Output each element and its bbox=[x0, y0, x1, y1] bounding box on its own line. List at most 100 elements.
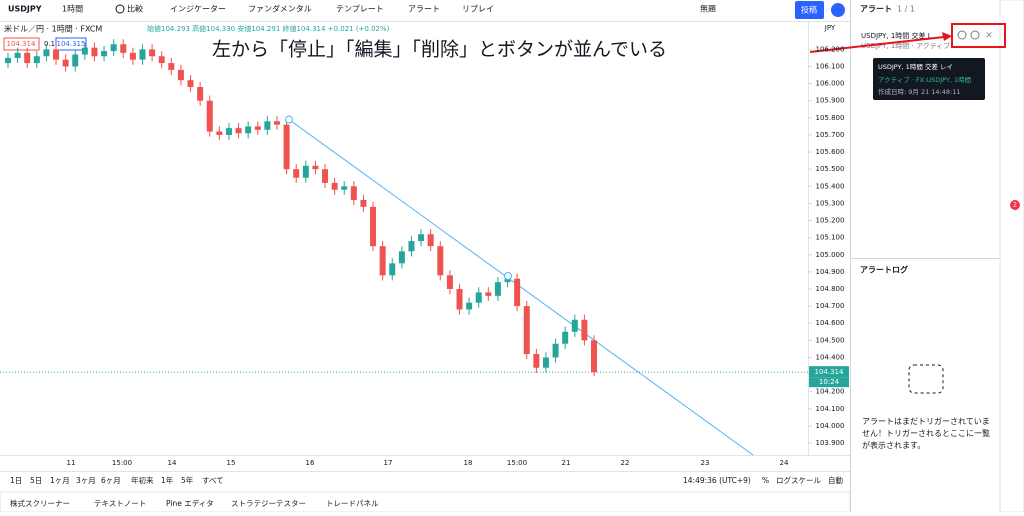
x-tick-label: 21 bbox=[562, 459, 571, 467]
alerts-count: 1 / 1 bbox=[897, 5, 915, 14]
trendline-handle bbox=[504, 272, 512, 280]
sell-box[interactable] bbox=[3, 37, 40, 51]
x-tick-label: 22 bbox=[621, 459, 630, 467]
templates[interactable]: テンプレート bbox=[336, 5, 384, 14]
range-button[interactable]: 1日 bbox=[10, 476, 22, 485]
y-tick-label: 105.500 bbox=[816, 165, 845, 173]
y-tick-label: 104.500 bbox=[816, 336, 845, 344]
auto-toggle[interactable]: 自動 bbox=[828, 475, 843, 485]
candle-body bbox=[101, 51, 108, 57]
stop-button[interactable] bbox=[957, 30, 967, 40]
y-tick-label: 105.800 bbox=[816, 114, 845, 122]
y-tick-label: 104.000 bbox=[816, 422, 845, 430]
currency: JPY bbox=[824, 24, 836, 32]
x-tick-label: 11 bbox=[67, 459, 76, 467]
y-tick-label: 105.400 bbox=[816, 182, 845, 190]
y-tick-label: 104.700 bbox=[816, 302, 845, 310]
candle-body bbox=[475, 292, 482, 303]
fundamentals[interactable]: ファンダメンタル bbox=[248, 4, 312, 14]
trendline-handle bbox=[285, 115, 293, 124]
candle-body bbox=[53, 49, 60, 60]
y-tick-label: 104.900 bbox=[816, 268, 845, 276]
x-tick-label: 17 bbox=[384, 459, 393, 467]
range-button[interactable]: 5年 bbox=[181, 475, 194, 485]
alert-button[interactable]: アラート bbox=[408, 5, 440, 14]
y-tick-label: 106.100 bbox=[816, 62, 845, 70]
alert-status[interactable]: USDJPY, 1時間 · アクティブ bbox=[861, 41, 950, 50]
candle-body bbox=[293, 169, 300, 178]
delete-button[interactable]: × bbox=[985, 31, 993, 41]
candle-body bbox=[206, 100, 213, 132]
buy-price[interactable]: 104.315 bbox=[57, 40, 86, 48]
range-button[interactable]: 5日 bbox=[30, 476, 42, 485]
trendline bbox=[288, 119, 754, 456]
empty-illustration bbox=[908, 364, 944, 394]
play-button[interactable] bbox=[831, 3, 845, 17]
icon bbox=[115, 4, 125, 14]
tab[interactable]: トレードパネル bbox=[326, 499, 379, 508]
candle-body bbox=[456, 288, 463, 310]
range-button[interactable]: 年初来 bbox=[131, 475, 154, 485]
candle-body bbox=[62, 59, 69, 67]
sell-price[interactable]: 104.314 bbox=[7, 40, 36, 48]
x-tick-label: 15 bbox=[227, 459, 236, 467]
highlight-box bbox=[951, 23, 1006, 48]
range-button[interactable]: 1ヶ月 bbox=[50, 476, 70, 485]
annotation: 左から「停止」「編集」「削除」とボタンが並んでいる bbox=[212, 39, 667, 61]
log-title: アラートログ bbox=[860, 265, 908, 275]
tooltip-line: アクティブ · FX:USDJPY, 1時間 bbox=[878, 75, 971, 84]
y-tick-label: 104.100 bbox=[816, 405, 845, 413]
range-button[interactable]: 1年 bbox=[161, 475, 174, 485]
y-tick-label: 104.400 bbox=[816, 353, 845, 361]
replay-button[interactable]: リプレイ bbox=[462, 5, 494, 14]
candle-body bbox=[341, 186, 348, 190]
layout-name[interactable]: 無題 bbox=[700, 4, 716, 14]
y-tick-label: 106.000 bbox=[816, 80, 845, 88]
candle-body bbox=[446, 275, 453, 289]
candle-body bbox=[322, 169, 329, 183]
compare[interactable]: 比較 bbox=[127, 4, 143, 14]
badge-count: 2 bbox=[1013, 202, 1017, 209]
candle-body bbox=[225, 128, 232, 135]
tab[interactable]: テキストノート bbox=[94, 499, 146, 508]
indicators[interactable]: インジケーター bbox=[170, 5, 226, 14]
candle-body bbox=[427, 234, 434, 247]
side-icon-bar bbox=[999, 0, 1024, 513]
candle-body bbox=[254, 126, 261, 130]
candle-body bbox=[552, 343, 559, 358]
symbol[interactable]: USDJPY bbox=[8, 5, 42, 14]
publish-button[interactable] bbox=[795, 1, 824, 19]
tab[interactable]: ストラテジーテスター bbox=[231, 499, 306, 508]
candle-body bbox=[283, 124, 290, 170]
candle-body bbox=[379, 246, 386, 276]
candle-body bbox=[591, 340, 597, 373]
tab[interactable]: Pine エディタ bbox=[166, 498, 214, 508]
candle-body bbox=[197, 87, 204, 101]
percent-toggle[interactable]: % bbox=[762, 476, 769, 485]
publish-label[interactable]: 投稿 bbox=[801, 5, 817, 15]
candle-body bbox=[158, 56, 165, 64]
log-toggle[interactable]: ログスケール bbox=[776, 475, 821, 485]
candle-body bbox=[485, 292, 492, 296]
tooltip-line: 作成日時: 9月 21 14:48:11 bbox=[878, 87, 961, 96]
range-button[interactable]: すべて bbox=[202, 476, 224, 485]
candle-body bbox=[408, 241, 415, 252]
x-tick-label: 23 bbox=[701, 459, 710, 467]
candle-body bbox=[466, 302, 473, 310]
candle-body bbox=[235, 128, 242, 134]
candle-body bbox=[110, 44, 117, 52]
candle-body bbox=[437, 246, 444, 276]
legend-title: 米ドル／円 · 1時間 · FXCM bbox=[4, 24, 102, 34]
range-button[interactable]: 3ヶ月 bbox=[76, 476, 96, 485]
candle-body bbox=[43, 49, 50, 57]
interval[interactable]: 1時間 bbox=[62, 5, 83, 14]
y-tick-label: 104.600 bbox=[816, 319, 845, 327]
tab[interactable]: 株式スクリーナー bbox=[10, 498, 70, 508]
legend-ohlc: 始値104.293 高値104.330 安値104.291 終値104.314 … bbox=[147, 24, 390, 33]
range-button[interactable]: 6ヶ月 bbox=[101, 476, 121, 485]
alert-name[interactable]: USDJPY, 1時間 交差 L bbox=[861, 31, 932, 40]
buy-box[interactable] bbox=[55, 37, 87, 51]
edit-button[interactable] bbox=[970, 30, 980, 40]
candle-body bbox=[398, 251, 405, 264]
candle-body bbox=[14, 52, 21, 58]
